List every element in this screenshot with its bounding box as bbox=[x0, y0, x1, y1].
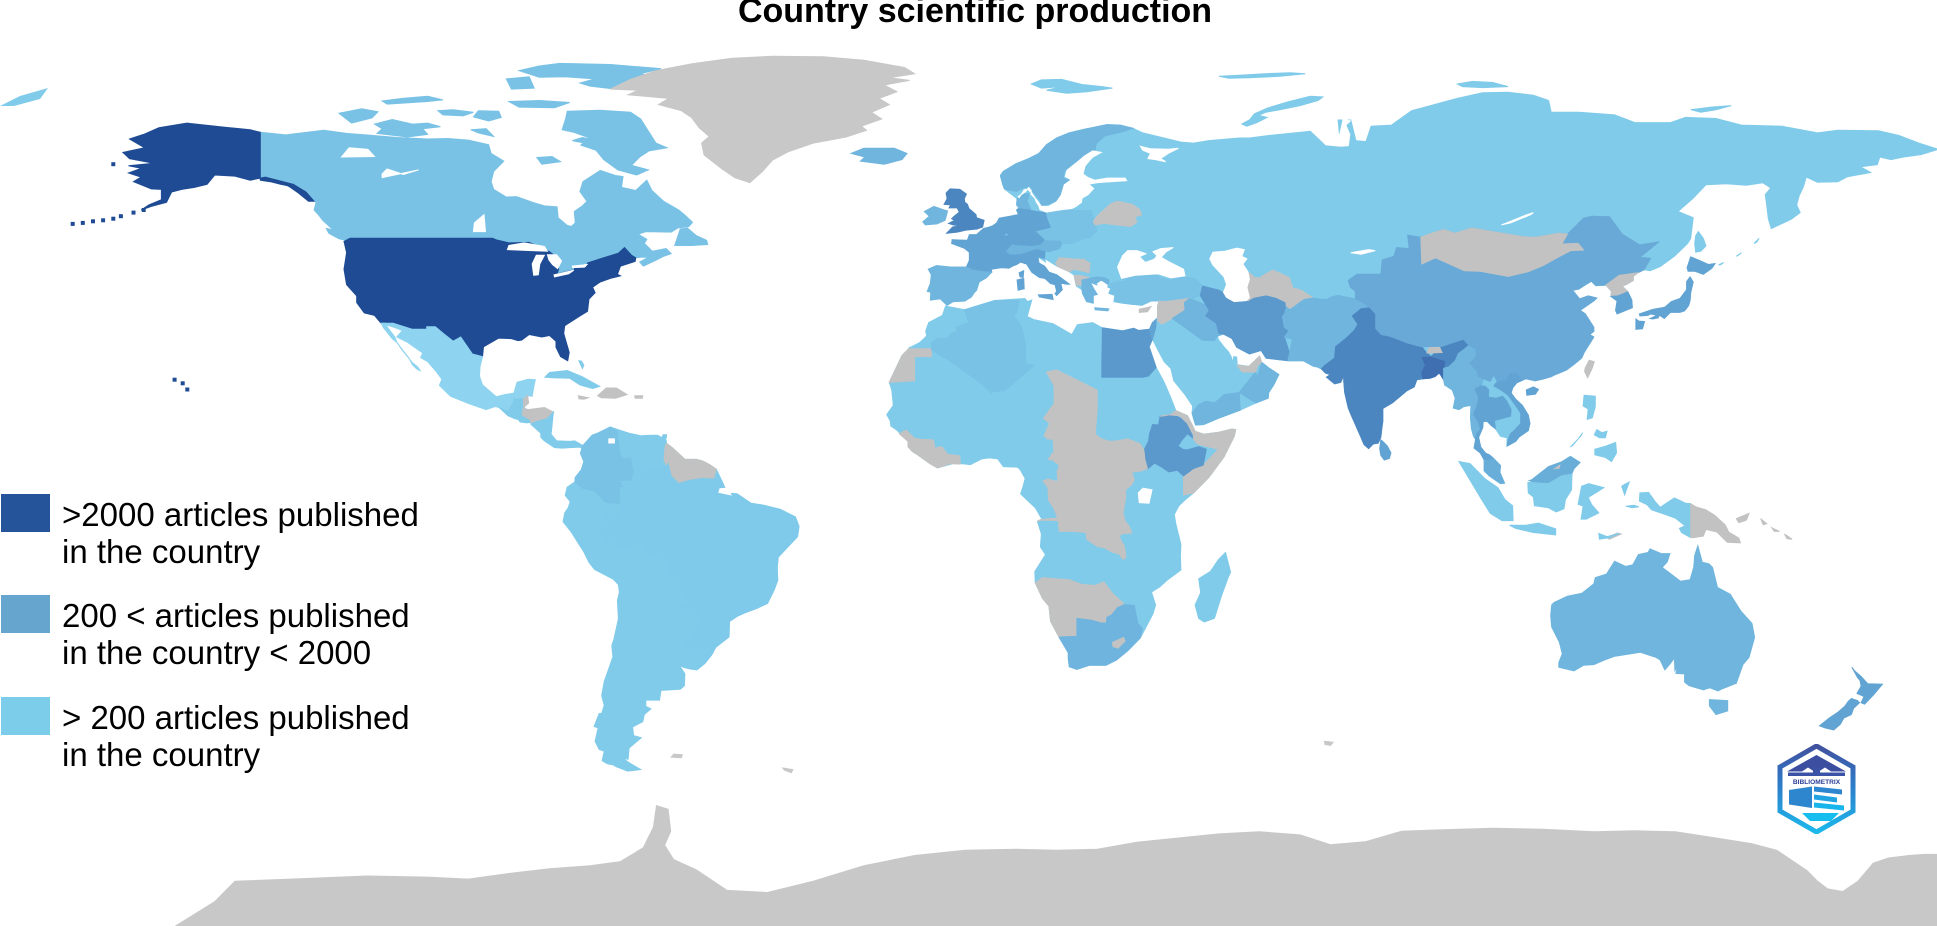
svg-text:BIBLIOMETRIX: BIBLIOMETRIX bbox=[1793, 779, 1841, 786]
